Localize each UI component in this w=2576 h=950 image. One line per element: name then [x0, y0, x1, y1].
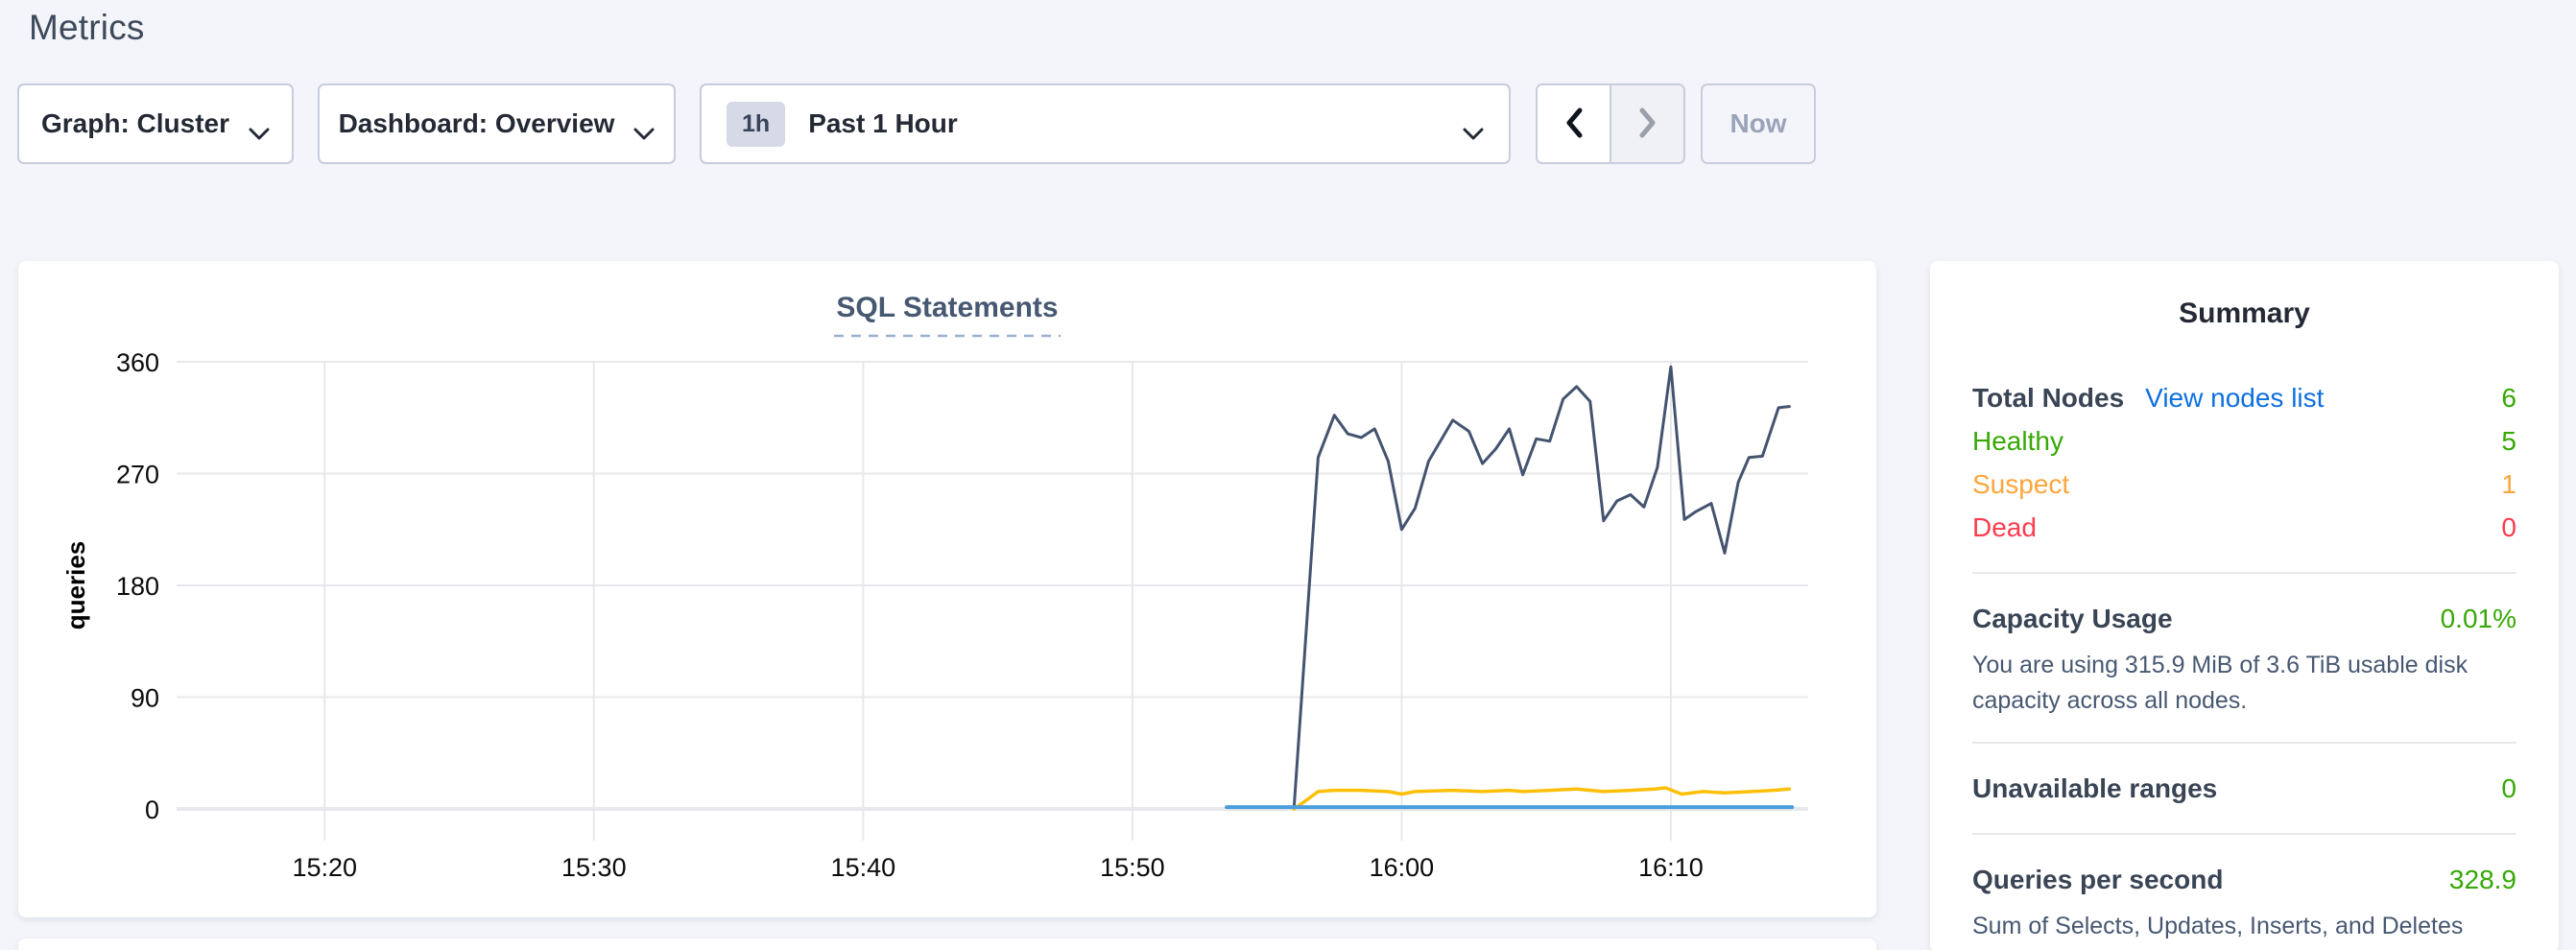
summary-row: Unavailable ranges 0: [1972, 767, 2516, 810]
chevron-down-icon: [633, 117, 655, 140]
summary-row: Dead 0: [1972, 506, 2516, 549]
y-tick-label: 0: [145, 796, 159, 824]
x-tick-label: 15:40: [831, 853, 896, 882]
y-tick-label: 180: [116, 572, 159, 601]
summary-row-description: You are using 315.9 MiB of 3.6 TiB usabl…: [1972, 652, 2469, 714]
summary-section: Total Nodes View nodes list 6 Healthy 5 Suspe…: [1972, 353, 2516, 572]
time-range-selector[interactable]: 1h Past 1 Hour: [700, 83, 1511, 164]
summary-row-value: 1: [2501, 468, 2516, 499]
y-tick-label: 90: [131, 684, 159, 713]
summary-row: Capacity Usage 0.01%: [1972, 597, 2516, 640]
series-line-yellow-series: [1292, 786, 1792, 811]
summary-row: Suspect 1: [1972, 463, 2516, 506]
next-time-button[interactable]: [1610, 85, 1683, 162]
summary-row-label: Healthy: [1972, 425, 2063, 456]
page-title: Metrics: [29, 8, 145, 47]
summary-row-value: 6: [2501, 382, 2516, 413]
summary-row-label: Dead: [1972, 511, 2037, 542]
summary-panel: Summary Total Nodes View nodes list 6 Healt…: [1930, 261, 2559, 950]
chevron-right-icon: [1636, 107, 1659, 142]
dashboard-dropdown-label: Dashboard: Overview: [338, 108, 615, 138]
summary-row-label: Suspect: [1972, 468, 2070, 499]
summary-row-value: 0: [2501, 511, 2516, 542]
chevron-left-icon: [1562, 107, 1586, 142]
summary-row-label: Queries per second: [1972, 864, 2224, 894]
chart-title[interactable]: SQL Statements: [836, 292, 1058, 323]
graph-dropdown[interactable]: Graph: Cluster: [17, 83, 294, 164]
previous-time-button[interactable]: [1538, 85, 1610, 162]
summary-row-value: 0.01%: [2440, 603, 2516, 633]
summary-row-label: Unavailable ranges: [1972, 772, 2218, 803]
summary-row: Total Nodes View nodes list 6: [1972, 376, 2516, 419]
summary-sections: Total Nodes View nodes list 6 Healthy 5 Suspe…: [1972, 353, 2516, 950]
x-tick-label: 15:20: [293, 853, 358, 882]
y-tick-label: 360: [116, 348, 159, 377]
sql-statements-chart[interactable]: 15:20 15:30 15:40 15:50 16:00 16:10 0 90 180 270 3…: [18, 261, 1876, 917]
summary-row-description: Sum of Selects, Updates, Inserts, and De…: [1972, 913, 2464, 950]
x-tick-label: 16:00: [1370, 853, 1435, 882]
summary-row: Queries per second 328.9: [1972, 858, 2516, 901]
x-tick-label: 16:10: [1638, 853, 1704, 882]
now-button[interactable]: Now: [1701, 83, 1816, 164]
sql-statements-chart-card: 15:20 15:30 15:40 15:50 16:00 16:10 0 90 180 270 3…: [18, 261, 1876, 917]
chevron-down-icon: [249, 117, 270, 140]
x-tick-label: 15:50: [1100, 853, 1165, 882]
y-tick-label: 270: [116, 461, 159, 489]
summary-row-label: Capacity Usage: [1972, 603, 2173, 633]
summary-row: Healthy 5: [1972, 419, 2516, 463]
time-step-buttons: [1536, 83, 1685, 164]
time-range-label: Past 1 Hour: [808, 108, 958, 138]
summary-row-label: Total Nodes: [1972, 382, 2125, 413]
summary-section: Capacity Usage 0.01% You are using 315.9 M…: [1972, 572, 2516, 742]
x-tick-label: 15:30: [561, 853, 627, 882]
summary-section: Queries per second 328.9 Sum of Selects, U…: [1972, 833, 2516, 950]
chevron-down-icon: [1463, 117, 1484, 140]
summary-section: Unavailable ranges 0: [1972, 742, 2516, 833]
next-chart-card: [18, 938, 1876, 950]
summary-row-value: 0: [2501, 772, 2516, 803]
y-axis-label: queries: [61, 541, 90, 630]
time-range-badge: 1h: [727, 101, 786, 147]
summary-title: Summary: [2179, 297, 2310, 329]
summary-row-value: 328.9: [2448, 864, 2516, 894]
view-nodes-link[interactable]: View nodes list: [2145, 382, 2325, 413]
series-line-dark-blue-series: [1292, 365, 1791, 811]
dashboard-dropdown[interactable]: Dashboard: Overview: [318, 83, 676, 164]
summary-row-value: 5: [2501, 425, 2516, 456]
graph-dropdown-label: Graph: Cluster: [40, 108, 230, 138]
